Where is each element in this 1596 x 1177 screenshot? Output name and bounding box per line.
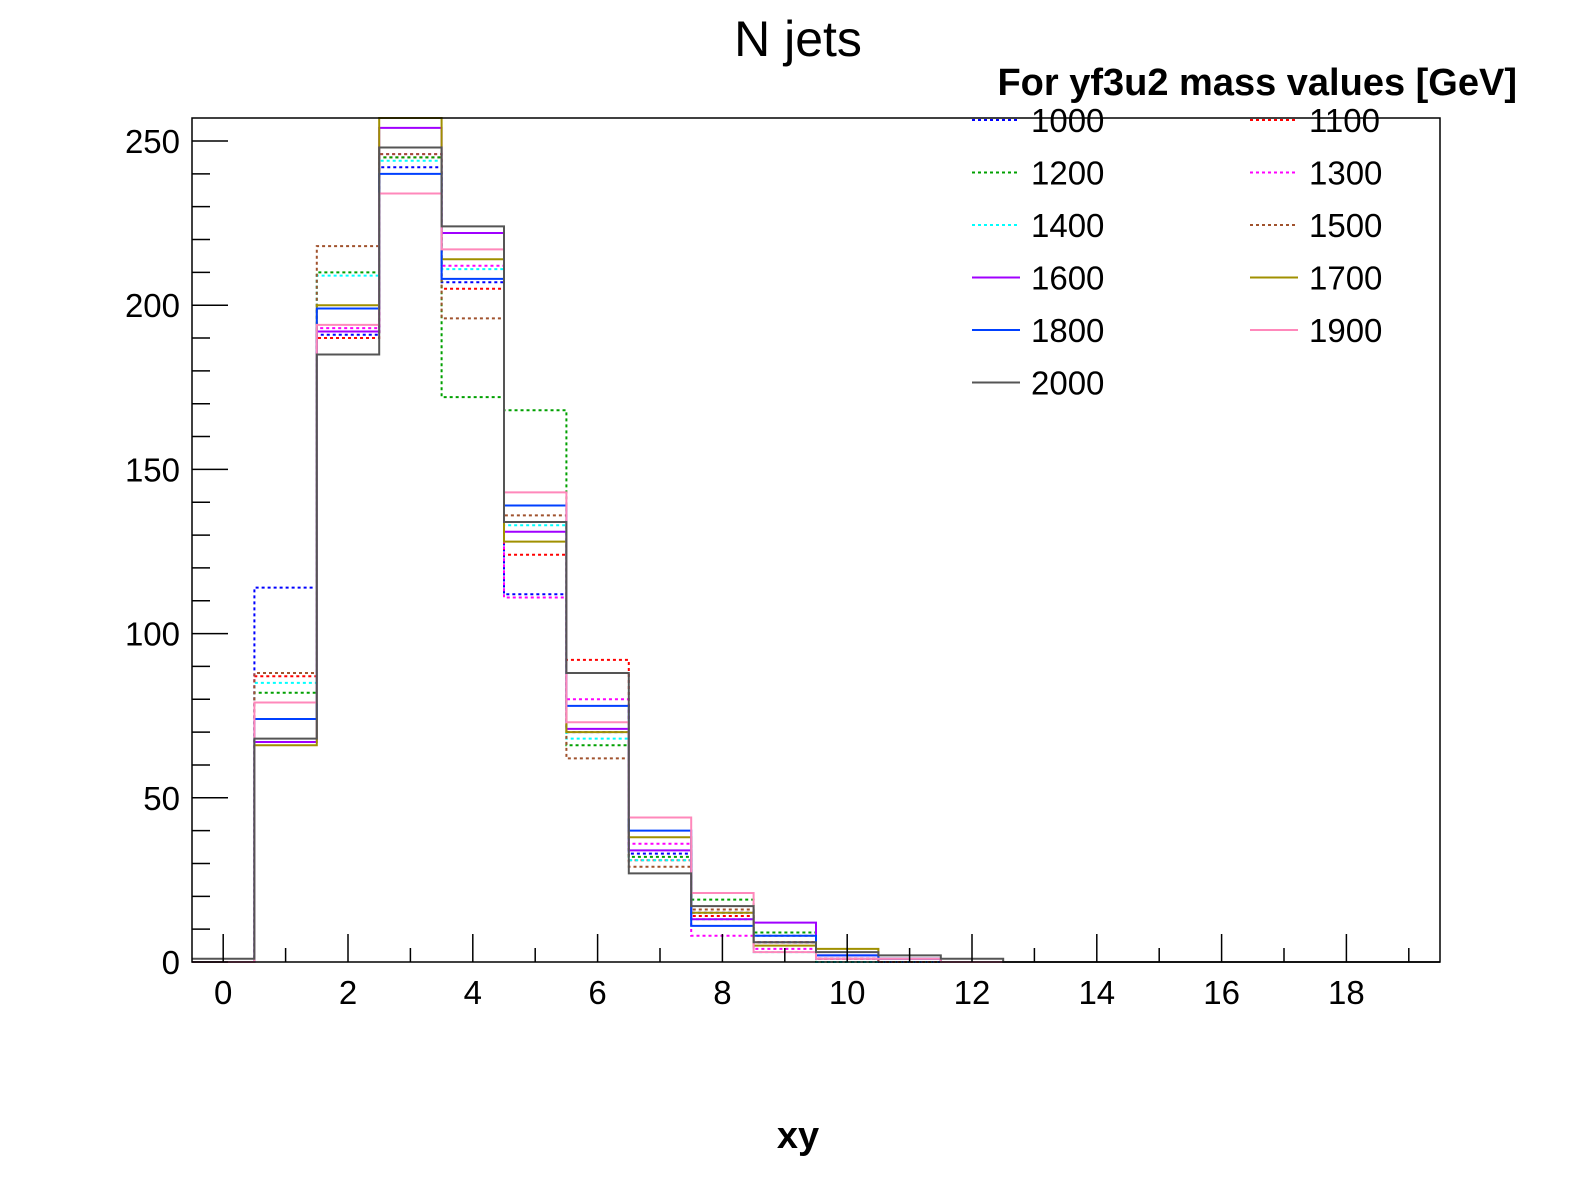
legend-label-2000: 2000 — [1031, 365, 1104, 402]
series-line-2000 — [192, 146, 1440, 963]
y-tick-label: 250 — [125, 123, 180, 160]
x-tick-label: 2 — [339, 974, 357, 1011]
x-tick-label: 16 — [1203, 974, 1240, 1011]
x-tick-label: 4 — [464, 974, 482, 1011]
legend: 1000 1100 1200 1300 1400 1500 1600 1700 1800 1900… — [972, 102, 1382, 402]
legend-label-1700: 1700 — [1309, 260, 1382, 297]
legend-label-1000: 1000 — [1031, 102, 1104, 139]
x-tick-label: 14 — [1078, 974, 1115, 1011]
legend-header: For yf3u2 mass values [GeV] — [997, 62, 1517, 104]
legend-label-1400: 1400 — [1031, 207, 1104, 244]
x-axis-title: xy — [777, 1115, 819, 1157]
legend-label-1800: 1800 — [1031, 312, 1104, 349]
y-tick-label: 50 — [143, 780, 180, 817]
y-tick-label: 100 — [125, 616, 180, 653]
y-tick-label: 0 — [162, 944, 180, 981]
legend-label-1500: 1500 — [1309, 207, 1382, 244]
plot-frame — [191, 117, 1441, 963]
axis-layer: 0 2 4 6 8 10 12 14 16 18 0 50 100 150 200 250 — [125, 123, 1410, 1011]
x-tick-label: 8 — [713, 974, 731, 1011]
legend-label-1600: 1600 — [1031, 260, 1104, 297]
x-tick-label: 6 — [588, 974, 606, 1011]
x-tick-label: 0 — [214, 974, 232, 1011]
y-tick-label: 200 — [125, 287, 180, 324]
x-tick-label: 10 — [829, 974, 866, 1011]
x-tick-label: 12 — [954, 974, 991, 1011]
chart-title: N jets — [734, 11, 862, 67]
legend-label-1200: 1200 — [1031, 155, 1104, 192]
series-layer — [192, 117, 1440, 963]
legend-label-1300: 1300 — [1309, 155, 1382, 192]
legend-label-1100: 1100 — [1309, 102, 1380, 139]
legend-label-1900: 1900 — [1309, 312, 1382, 349]
x-tick-label: 18 — [1328, 974, 1365, 1011]
y-tick-label: 150 — [125, 451, 180, 488]
